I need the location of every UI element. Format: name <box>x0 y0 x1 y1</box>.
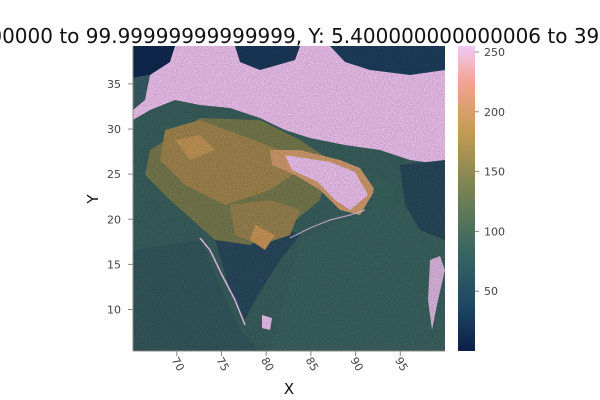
y-tick-label: 20 <box>107 213 121 226</box>
x-tick-label: 90 <box>348 355 366 374</box>
x-axis-label: X <box>284 380 294 398</box>
chart-title: X: 65.10000000000000 to 99.9999999999999… <box>0 24 600 52</box>
colorbar-tick-label: 100 <box>484 225 505 238</box>
chart-title-text: X: 65.10000000000000 to 99.9999999999999… <box>0 24 600 48</box>
y-tick-label: 15 <box>107 258 121 271</box>
y-tick-label: 30 <box>107 123 121 136</box>
heatmap-image <box>133 46 445 351</box>
colorbar-tick-label: 50 <box>484 285 498 298</box>
colorbar-tick-label: 250 <box>484 46 505 59</box>
colorbar-tick-label: 200 <box>484 106 505 119</box>
axes <box>132 46 445 352</box>
y-tick-label: 10 <box>107 303 121 316</box>
y-ticks: 10 15 20 25 30 35 <box>107 78 133 316</box>
colorbar: 50 100 150 200 250 <box>458 46 505 351</box>
y-tick-label: 25 <box>107 168 121 181</box>
x-tick-label: 80 <box>258 355 276 374</box>
colorbar-tick-label: 150 <box>484 166 505 179</box>
x-tick-label: 70 <box>169 355 187 374</box>
y-axis-label: Y <box>84 194 102 205</box>
colorbar-gradient <box>458 46 475 351</box>
x-tick-label: 95 <box>392 355 410 374</box>
x-tick-label: 75 <box>213 355 231 374</box>
x-tick-label: 85 <box>303 355 321 374</box>
colorbar-ticks: 50 100 150 200 250 <box>475 46 505 298</box>
x-ticks: 70 75 80 85 90 95 <box>169 351 410 374</box>
y-tick-label: 35 <box>107 78 121 91</box>
